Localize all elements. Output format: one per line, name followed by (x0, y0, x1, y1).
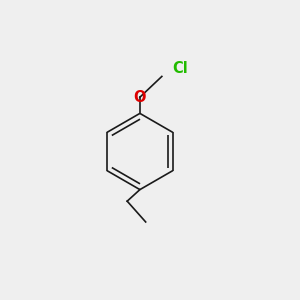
Text: O: O (134, 90, 146, 105)
Text: Cl: Cl (173, 61, 188, 76)
